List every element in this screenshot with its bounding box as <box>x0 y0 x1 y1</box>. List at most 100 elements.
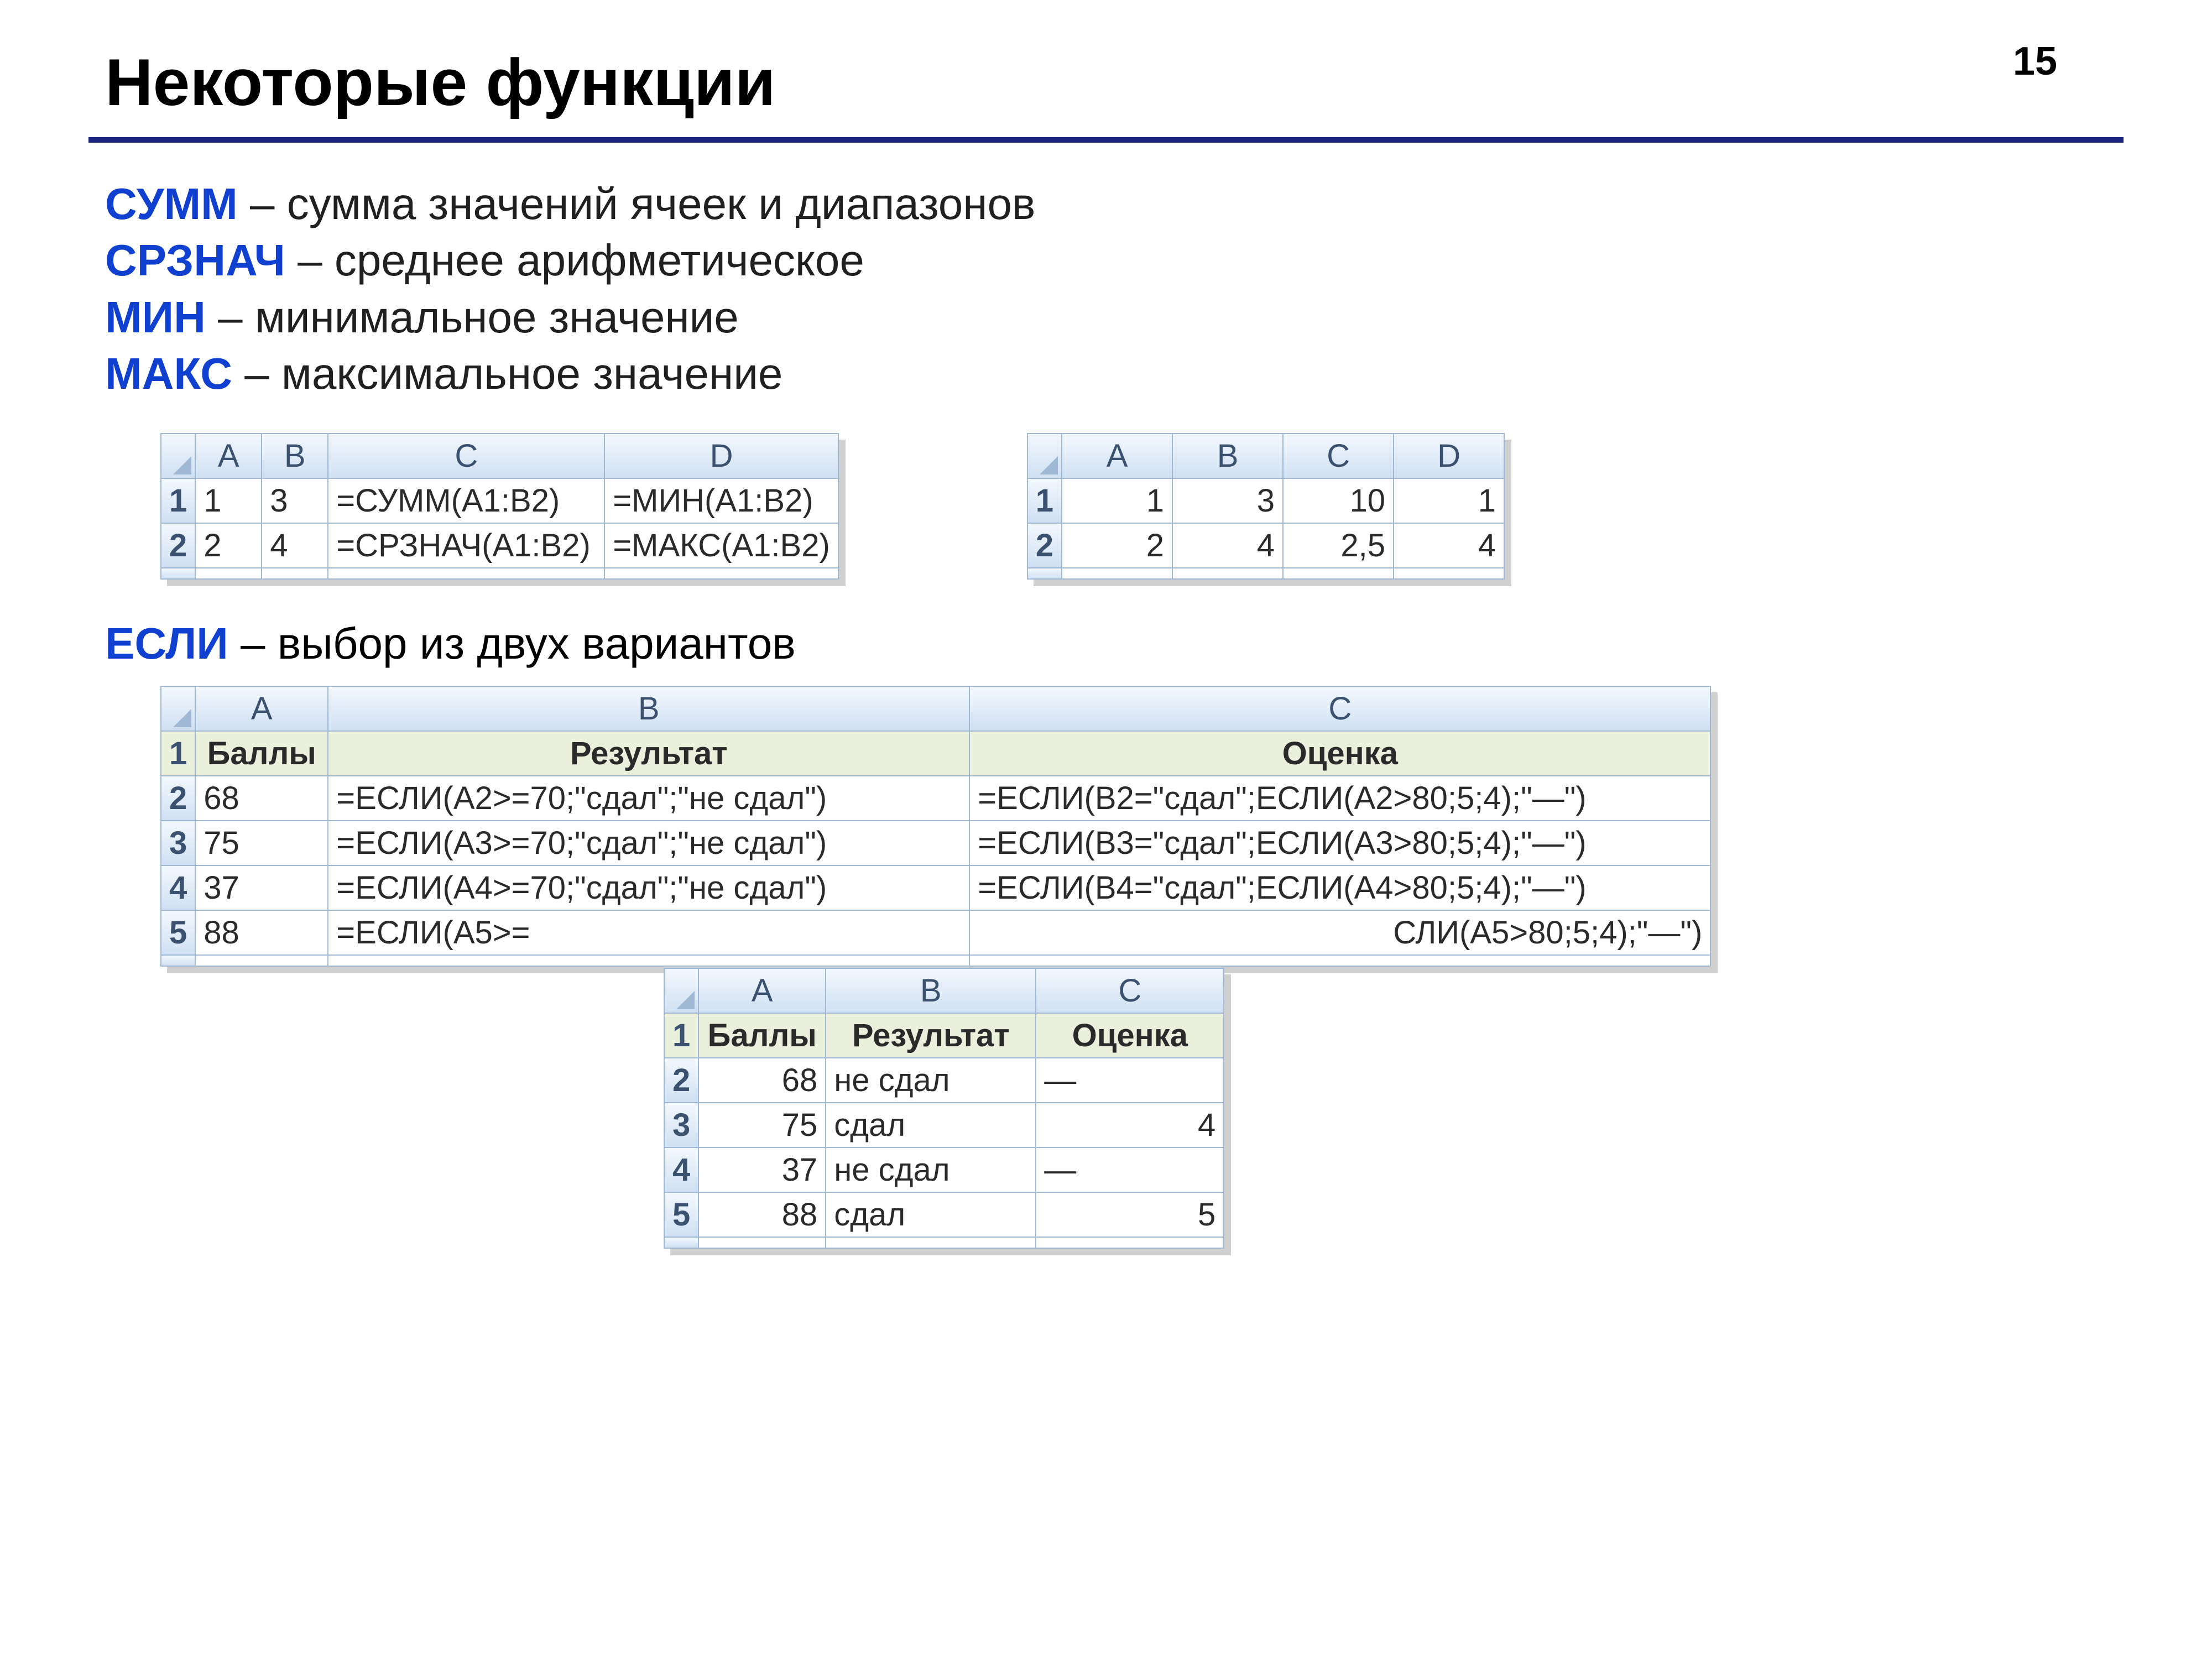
table-row: 2 2 4 =СРЗНАЧ(A1:B2) =МАКС(A1:B2) <box>161 523 838 568</box>
row-header: 3 <box>161 821 195 865</box>
row-header: 1 <box>161 731 195 776</box>
cell: =ЕСЛИ(A3>=70;"сдал";"не сдал") <box>328 821 969 865</box>
if-definition: ЕСЛИ – выбор из двух вариантов <box>105 618 2124 669</box>
cell: =ЕСЛИ(B3="сдал";ЕСЛИ(A3>80;5;4);"—") <box>969 821 1710 865</box>
def-line: МАКС – максимальное значение <box>105 346 2124 402</box>
if-tables-wrap: A B C 1 Баллы Результат Оценка 2 68 =ЕСЛ… <box>160 686 1985 967</box>
row-header: 4 <box>161 865 195 910</box>
col-header: C <box>328 434 604 478</box>
fn-name: МИН <box>105 293 206 342</box>
table-row: 1 1 3 10 1 <box>1027 478 1504 523</box>
cell: =СУММ(A1:B2) <box>328 478 604 523</box>
fn-name: ЕСЛИ <box>105 619 228 668</box>
cell: =ЕСЛИ(A2>=70;"сдал";"не сдал") <box>328 776 969 821</box>
cell: 88 <box>195 910 328 955</box>
cell: сдал <box>826 1192 1036 1237</box>
col-header: D <box>604 434 838 478</box>
row-header: 3 <box>664 1103 698 1147</box>
cell: 4 <box>1036 1103 1224 1147</box>
cell: 3 <box>1172 478 1283 523</box>
corner-cell <box>161 686 195 731</box>
fn-name: СУММ <box>105 179 238 228</box>
col-header: A <box>195 686 328 731</box>
def-line: СУММ – сумма значений ячеек и диапазонов <box>105 176 2124 232</box>
page-title: Некоторые функции <box>105 44 2124 121</box>
tables-row: A B C D 1 1 3 =СУММ(A1:B2) =МИН(A1:B2) 2… <box>160 433 2124 580</box>
table-tail <box>664 1237 1224 1248</box>
table-row: 4 37 =ЕСЛИ(A4>=70;"сдал";"не сдал") =ЕСЛ… <box>161 865 1710 910</box>
cell: 37 <box>698 1147 826 1192</box>
table-row: 5 88 =ЕСЛИ(A5>= СЛИ(A5>80;5;4);"—") <box>161 910 1710 955</box>
col-header: A <box>195 434 262 478</box>
def-line: СРЗНАЧ – среднее арифметическое <box>105 232 2124 289</box>
fn-desc: сумма значений ячеек и диапазонов <box>287 179 1036 228</box>
table-header-row: 1 Баллы Результат Оценка <box>161 731 1710 776</box>
cell: 3 <box>262 478 328 523</box>
cell: =СРЗНАЧ(A1:B2) <box>328 523 604 568</box>
cell: 4 <box>1394 523 1504 568</box>
row-header: 5 <box>664 1192 698 1237</box>
col-header: B <box>826 968 1036 1013</box>
row-header: 1 <box>664 1013 698 1058</box>
row-header: 1 <box>161 478 195 523</box>
col-header: A <box>1062 434 1172 478</box>
row-header: 2 <box>664 1058 698 1103</box>
table-row: 3 75 сдал 4 <box>664 1103 1224 1147</box>
cell: — <box>1036 1058 1224 1103</box>
cell: =МИН(A1:B2) <box>604 478 838 523</box>
cell: 1 <box>195 478 262 523</box>
cell: =ЕСЛИ(B2="сдал";ЕСЛИ(A2>80;5;4);"—") <box>969 776 1710 821</box>
cell: — <box>1036 1147 1224 1192</box>
cell: 4 <box>262 523 328 568</box>
col-header: B <box>328 686 969 731</box>
overlay-table-wrap: A B C 1 Баллы Результат Оценка 2 68 не с… <box>664 968 1224 1249</box>
cell: не сдал <box>826 1147 1036 1192</box>
table-row: 2 68 =ЕСЛИ(A2>=70;"сдал";"не сдал") =ЕСЛ… <box>161 776 1710 821</box>
corner-cell <box>161 434 195 478</box>
table-row: 1 1 3 =СУММ(A1:B2) =МИН(A1:B2) <box>161 478 838 523</box>
table-tail <box>161 568 838 579</box>
fn-desc: среднее арифметическое <box>335 236 864 285</box>
corner-cell <box>1027 434 1062 478</box>
fn-name: МАКС <box>105 349 232 398</box>
corner-cell <box>664 968 698 1013</box>
function-definitions: СУММ – сумма значений ячеек и диапазонов… <box>105 176 2124 403</box>
cell: 2,5 <box>1283 523 1394 568</box>
row-header: 4 <box>664 1147 698 1192</box>
cell: 75 <box>195 821 328 865</box>
fn-desc: максимальное значение <box>281 349 782 398</box>
cell: 37 <box>195 865 328 910</box>
cell: не сдал <box>826 1058 1036 1103</box>
cell: 68 <box>195 776 328 821</box>
col-header: B <box>262 434 328 478</box>
row-header: 2 <box>161 523 195 568</box>
table-row: 4 37 не сдал — <box>664 1147 1224 1192</box>
header-cell: Оценка <box>1036 1013 1224 1058</box>
header-cell: Результат <box>826 1013 1036 1058</box>
row-header: 2 <box>161 776 195 821</box>
cell: 88 <box>698 1192 826 1237</box>
table-row: 2 2 4 2,5 4 <box>1027 523 1504 568</box>
page-number: 15 <box>2013 39 2057 84</box>
cell: сдал <box>826 1103 1036 1147</box>
header-cell: Оценка <box>969 731 1710 776</box>
cell: 75 <box>698 1103 826 1147</box>
table-row: 3 75 =ЕСЛИ(A3>=70;"сдал";"не сдал") =ЕСЛ… <box>161 821 1710 865</box>
col-header: B <box>1172 434 1283 478</box>
cell: 1 <box>1394 478 1504 523</box>
fn-desc: выбор из двух вариантов <box>278 619 796 668</box>
col-header: C <box>1036 968 1224 1013</box>
fn-desc: минимальное значение <box>255 293 739 342</box>
cell: =ЕСЛИ(A4>=70;"сдал";"не сдал") <box>328 865 969 910</box>
table-header-row: 1 Баллы Результат Оценка <box>664 1013 1224 1058</box>
slide: 15 Некоторые функции СУММ – сумма значен… <box>0 0 2212 1659</box>
row-header: 2 <box>1027 523 1062 568</box>
cell: 2 <box>1062 523 1172 568</box>
header-cell: Баллы <box>698 1013 826 1058</box>
cell: =ЕСЛИ(A5>= <box>328 910 969 955</box>
col-header: D <box>1394 434 1504 478</box>
header-cell: Баллы <box>195 731 328 776</box>
def-line: МИН – минимальное значение <box>105 289 2124 346</box>
table-row: 2 68 не сдал — <box>664 1058 1224 1103</box>
header-cell: Результат <box>328 731 969 776</box>
